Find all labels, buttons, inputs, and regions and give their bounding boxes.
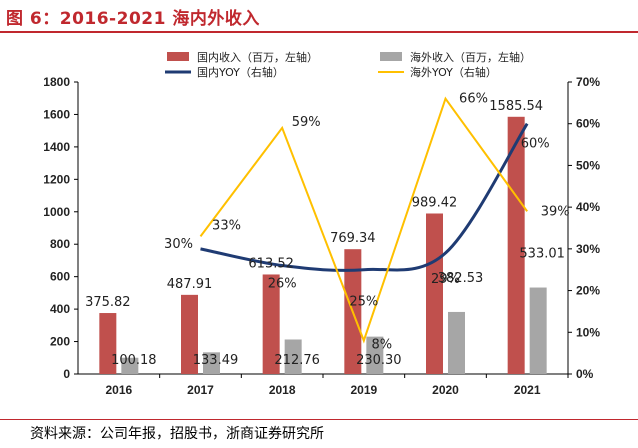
left-axis-tick-label: 1600	[43, 107, 70, 121]
domestic-revenue-bar	[426, 213, 443, 374]
right-axis-tick-label: 40%	[576, 200, 600, 214]
right-axis-tick-label: 0%	[576, 367, 594, 381]
chart-axes: 0 200 400 600 800 1000 1200 1400 1600 1800 0% 10% 20…	[43, 75, 600, 397]
overseas-yoy-label: 39%	[541, 204, 570, 219]
title-divider	[0, 31, 638, 33]
domestic-yoy-label: 60%	[521, 137, 550, 152]
x-axis-tick-label: 2020	[432, 383, 459, 397]
overseas-revenue-bar	[203, 352, 220, 374]
overseas-revenue-label: 100.18	[111, 353, 157, 368]
domestic-revenue-bar	[181, 294, 198, 374]
source-note: 资料来源：公司年报，招股书，浙商证券研究所	[30, 426, 324, 442]
left-axis-tick-label: 1800	[43, 75, 70, 89]
legend-swatch	[380, 52, 402, 61]
overseas-yoy-label: 33%	[212, 218, 241, 233]
domestic-revenue-label: 487.91	[167, 277, 213, 292]
overseas-yoy-label: 59%	[292, 115, 321, 130]
overseas-yoy-line	[199, 96, 528, 344]
line-series	[199, 96, 529, 344]
x-axis-tick-label: 2019	[350, 383, 377, 397]
left-axis-tick-label: 600	[50, 270, 70, 284]
x-axis-tick-label: 2016	[105, 383, 132, 397]
domestic-yoy-label: 29%	[431, 272, 460, 287]
overseas-revenue-bar	[284, 339, 302, 374]
domestic-yoy-label: 30%	[164, 237, 193, 252]
overseas-revenue-label: 133.49	[193, 353, 239, 368]
right-axis-tick-label: 60%	[576, 117, 600, 131]
left-axis-tick-label: 200	[50, 335, 70, 349]
overseas-revenue-label: 533.01	[519, 247, 565, 262]
domestic-revenue-label: 1585.54	[489, 99, 543, 114]
domestic-yoy-label: 25%	[349, 295, 378, 310]
legend-label: 国内YOY（右轴）	[197, 65, 284, 79]
domestic-yoy-line	[200, 122, 529, 272]
domestic-yoy-label: 26%	[268, 277, 297, 292]
left-axis-tick-label: 1400	[43, 140, 70, 154]
revenue-chart: 国内收入（百万，左轴） 海外收入（百万，左轴） 国内YOY（右轴） 海外YOY（右轴）…	[43, 50, 600, 397]
legend-domestic-revenue: 国内收入（百万，左轴）	[167, 50, 318, 64]
domestic-revenue-bar	[507, 116, 525, 375]
figure-title: 图 6：2016-2021 海内外收入	[6, 9, 260, 29]
bar-series	[99, 116, 547, 375]
x-axis-tick-label: 2021	[514, 383, 541, 397]
legend-label: 海外YOY（右轴）	[410, 65, 497, 79]
left-axis-tick-label: 800	[50, 237, 70, 251]
right-axis-tick-label: 20%	[576, 284, 600, 298]
overseas-revenue-bar	[448, 311, 465, 374]
legend-label: 国内收入（百万，左轴）	[197, 50, 318, 64]
x-axis-tick-label: 2018	[269, 383, 296, 397]
legend-swatch	[167, 52, 189, 61]
overseas-revenue-label: 212.76	[274, 353, 320, 368]
left-axis-tick-label: 1000	[43, 205, 70, 219]
right-axis-tick-label: 70%	[576, 75, 600, 89]
overseas-yoy-label: 8%	[372, 338, 393, 353]
overseas-revenue-bar	[121, 357, 139, 374]
right-axis-tick-label: 30%	[576, 242, 600, 256]
legend-label: 海外收入（百万，左轴）	[410, 50, 531, 64]
domestic-revenue-bar	[99, 313, 117, 374]
overseas-revenue-label: 230.30	[356, 353, 402, 368]
left-axis-tick-label: 400	[50, 302, 70, 316]
overseas-yoy-label: 66%	[459, 92, 488, 107]
domestic-revenue-label: 375.82	[85, 295, 131, 310]
overseas-revenue-bar	[366, 336, 384, 374]
left-axis-tick-label: 1200	[43, 172, 70, 186]
domestic-revenue-label: 769.34	[330, 231, 376, 246]
chart-legend: 国内收入（百万，左轴） 海外收入（百万，左轴） 国内YOY（右轴） 海外YOY（右轴）	[165, 50, 531, 79]
data-labels: 375.82 487.91 613.52 769.34 989.42 1585.54 100…	[85, 92, 570, 368]
overseas-revenue-label: 382.53	[438, 271, 484, 286]
overseas-revenue-bar	[529, 287, 547, 374]
legend-overseas-revenue: 海外收入（百万，左轴）	[380, 50, 531, 64]
x-axis-tick-label: 2017	[187, 383, 214, 397]
source-divider	[0, 419, 638, 420]
left-axis-tick-label: 0	[63, 367, 70, 381]
right-axis-tick-label: 50%	[576, 158, 600, 172]
domestic-revenue-label: 989.42	[412, 195, 458, 210]
legend-overseas-yoy: 海外YOY（右轴）	[378, 65, 497, 79]
legend-domestic-yoy: 国内YOY（右轴）	[165, 65, 284, 79]
right-axis-tick-label: 10%	[576, 325, 600, 339]
domestic-revenue-bar	[262, 274, 280, 374]
domestic-revenue-label: 613.52	[248, 256, 294, 271]
